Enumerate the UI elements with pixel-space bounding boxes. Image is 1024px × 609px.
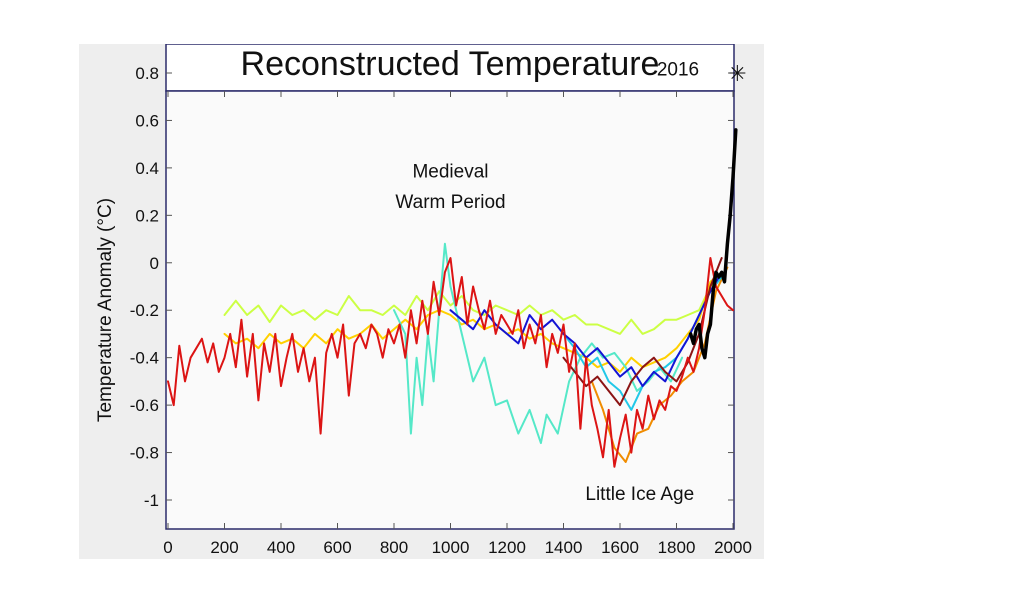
y-tick-label: 0.4 (135, 159, 159, 178)
annotation-2: Little Ice Age (585, 484, 694, 505)
y-tick-label: -0.4 (130, 349, 159, 368)
series-line-7 (167, 257, 734, 468)
x-tick-label: 1600 (601, 538, 639, 557)
annotations: Medieval Warm Period Little Ice Age 2016 ✳ (395, 59, 746, 505)
x-tick-label: 400 (267, 538, 295, 557)
series-line-8 (688, 128, 738, 360)
y-axis-label: Temperature Anomaly (°C) (95, 198, 116, 422)
y-tick-label: 0 (150, 254, 159, 273)
y-tick-label: -1 (144, 491, 159, 510)
y-tick-label: 0.8 (135, 64, 159, 83)
x-tick-label: 1000 (432, 538, 470, 557)
x-tick-label: 600 (323, 538, 351, 557)
annotation-0: Medieval (412, 161, 488, 182)
x-tick-label: 0 (163, 538, 172, 557)
series-layer (167, 128, 738, 468)
x-tick-label: 1800 (658, 538, 696, 557)
marker-2016-star: ✳ (728, 62, 746, 87)
x-tick-label: 1400 (545, 538, 583, 557)
axis-ticks: 0 200 400 600 800 1000 1200 1400 1600 1800 2000 0.8… (130, 64, 752, 557)
chart-panel: Reconstructed Temperature 0 200 400 600 800 1… (79, 44, 764, 559)
series-line-1 (223, 271, 723, 373)
y-tick-label: 0.2 (135, 206, 159, 225)
y-tick-label: -0.2 (130, 301, 159, 320)
annotation-3: 2016 (657, 59, 699, 80)
x-tick-label: 1200 (488, 538, 526, 557)
x-tick-label: 800 (380, 538, 408, 557)
x-tick-label: 200 (210, 538, 238, 557)
series-line-0 (223, 276, 723, 335)
y-tick-label: -0.6 (130, 396, 159, 415)
annotation-1: Warm Period (395, 192, 505, 213)
x-tick-label: 2000 (714, 538, 752, 557)
reconstructed-temperature-chart: Reconstructed Temperature 0 200 400 600 800 1… (95, 44, 752, 557)
title-box (165, 44, 735, 92)
chart-title: Reconstructed Temperature (241, 45, 660, 83)
y-tick-label: 0.6 (135, 111, 159, 130)
y-tick-label: -0.8 (130, 444, 159, 463)
